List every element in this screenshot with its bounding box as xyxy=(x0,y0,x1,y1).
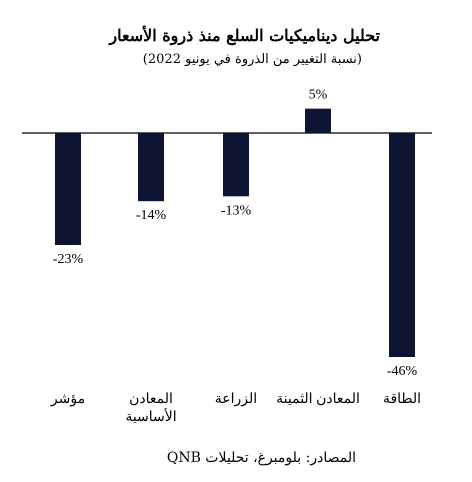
category-label: المعادن xyxy=(129,392,173,407)
chart-subtitle: (نسبة التغيير من الذروة في يونيو 2022) xyxy=(142,52,362,67)
data-label: 5% xyxy=(309,88,328,103)
chart-title: تحليل ديناميكيات السلع منذ ذروة الأسعار xyxy=(109,26,380,45)
bar xyxy=(305,108,331,133)
data-label: -46% xyxy=(387,364,418,379)
category-label: الزراعة xyxy=(215,392,257,407)
data-label: -14% xyxy=(136,208,167,223)
bar xyxy=(223,133,249,197)
data-label: -23% xyxy=(53,252,84,267)
bar xyxy=(389,133,415,357)
data-label: -13% xyxy=(221,203,252,218)
bar xyxy=(138,133,164,202)
category-label: الأساسية xyxy=(125,407,176,425)
category-label: مؤشر xyxy=(50,392,85,407)
category-label: المعادن الثمينة xyxy=(276,392,360,407)
category-label: الطاقة xyxy=(383,392,421,407)
chart-source: المصادر: بلومبرغ، تحليلات QNB xyxy=(166,450,356,466)
bar xyxy=(55,133,81,245)
